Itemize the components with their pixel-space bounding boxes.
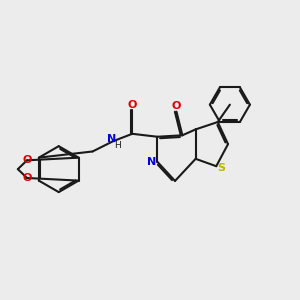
Text: O: O [172,101,181,111]
Text: S: S [218,163,226,173]
Text: O: O [128,100,137,110]
Text: O: O [22,173,32,183]
Text: N: N [107,134,116,144]
Text: H: H [114,141,121,150]
Text: O: O [22,155,32,165]
Text: N: N [147,157,157,167]
